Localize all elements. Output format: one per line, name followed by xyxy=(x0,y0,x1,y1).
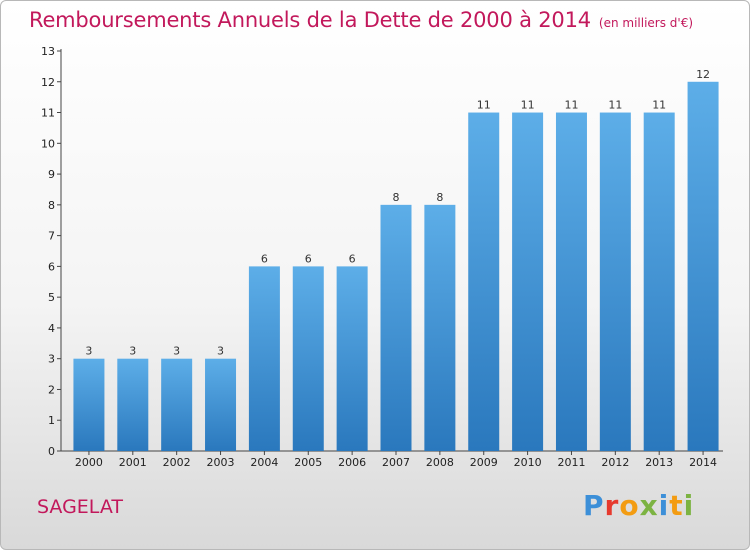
bar xyxy=(161,358,193,451)
x-tick-label: 2012 xyxy=(601,456,629,469)
x-tick-label: 2011 xyxy=(557,456,585,469)
bar xyxy=(117,358,149,451)
x-tick-label: 2004 xyxy=(250,456,278,469)
bar xyxy=(424,204,456,451)
y-tick-label: 0 xyxy=(48,445,55,458)
data-label: 3 xyxy=(129,345,136,358)
data-label: 11 xyxy=(477,99,491,112)
y-tick-label: 10 xyxy=(41,137,55,150)
bar xyxy=(599,112,631,452)
data-label: 6 xyxy=(261,252,268,265)
proxiti-logo: Proxiti xyxy=(583,489,695,522)
y-tick-label: 13 xyxy=(41,45,55,58)
x-tick-label: 2005 xyxy=(294,456,322,469)
data-label: 3 xyxy=(173,345,180,358)
y-tick-label: 11 xyxy=(41,107,55,120)
x-tick-label: 2008 xyxy=(426,456,454,469)
y-tick-label: 1 xyxy=(48,414,55,427)
chart-unit: (en milliers d'€) xyxy=(598,16,694,30)
bar xyxy=(292,266,324,451)
y-tick-label: 9 xyxy=(48,168,55,181)
bar xyxy=(687,81,719,452)
x-tick-label: 2010 xyxy=(514,456,542,469)
x-tick-label: 2002 xyxy=(163,456,191,469)
y-tick-label: 2 xyxy=(48,383,55,396)
data-label: 8 xyxy=(436,191,443,204)
bar xyxy=(555,112,587,452)
data-label: 6 xyxy=(349,252,356,265)
y-tick-label: 7 xyxy=(48,230,55,243)
y-tick-label: 6 xyxy=(48,260,55,273)
x-tick-label: 2009 xyxy=(470,456,498,469)
x-tick-label: 2003 xyxy=(207,456,235,469)
bar xyxy=(73,358,105,451)
y-tick-label: 4 xyxy=(48,322,55,335)
bar xyxy=(248,266,280,451)
y-tick-label: 5 xyxy=(48,291,55,304)
bar xyxy=(468,112,500,452)
x-tick-label: 2000 xyxy=(75,456,103,469)
data-label: 3 xyxy=(85,345,92,358)
bar xyxy=(512,112,544,452)
data-label: 3 xyxy=(217,345,224,358)
bar xyxy=(336,266,368,451)
data-label: 12 xyxy=(696,68,710,81)
bar xyxy=(643,112,675,452)
x-tick-label: 2013 xyxy=(645,456,673,469)
data-label: 8 xyxy=(393,191,400,204)
bar xyxy=(380,204,412,451)
x-tick-label: 2007 xyxy=(382,456,410,469)
x-tick-label: 2001 xyxy=(119,456,147,469)
commune-name: SAGELAT xyxy=(37,496,123,518)
y-tick-label: 12 xyxy=(41,76,55,89)
y-tick-label: 3 xyxy=(48,353,55,366)
chart-title-text: Remboursements Annuels de la Dette de 20… xyxy=(29,8,591,32)
data-label: 11 xyxy=(564,99,578,112)
data-label: 11 xyxy=(608,99,622,112)
data-label: 11 xyxy=(521,99,535,112)
chart-title: Remboursements Annuels de la Dette de 20… xyxy=(29,8,693,32)
data-label: 6 xyxy=(305,252,312,265)
x-tick-label: 2006 xyxy=(338,456,366,469)
y-tick-label: 8 xyxy=(48,199,55,212)
data-label: 11 xyxy=(652,99,666,112)
x-tick-label: 2014 xyxy=(689,456,717,469)
bar xyxy=(205,358,237,451)
